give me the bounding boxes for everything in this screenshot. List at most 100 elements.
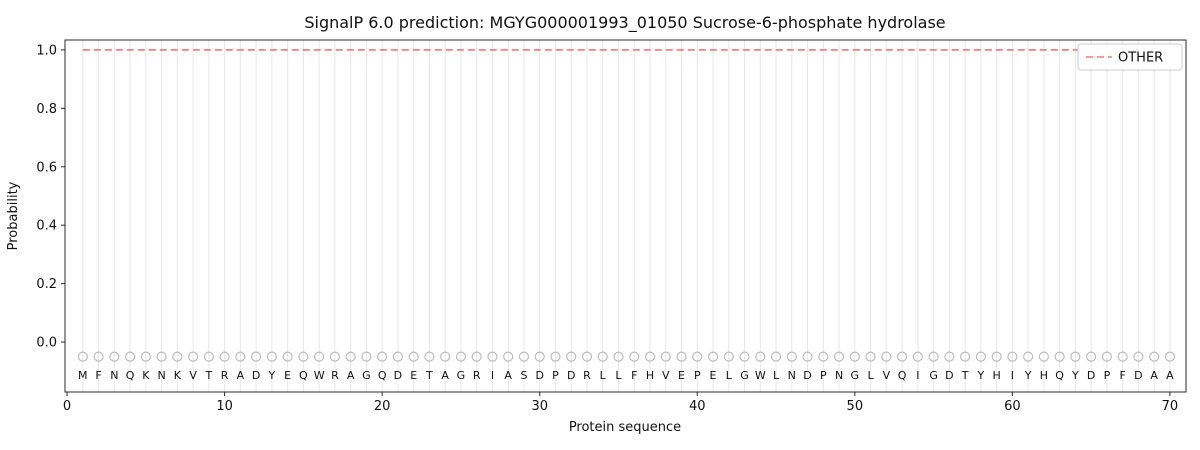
residue-letter: F <box>1119 369 1125 382</box>
residue-marker <box>298 351 309 362</box>
residue-letter: A <box>1150 369 1158 382</box>
residue-letter: R <box>583 369 591 382</box>
y-tick-label: 0.4 <box>36 219 57 234</box>
residue-letter: Q <box>126 369 135 382</box>
residue-marker <box>156 351 167 362</box>
chart-title: SignalP 6.0 prediction: MGYG000001993_01… <box>304 13 945 33</box>
residue-letter: I <box>916 369 919 382</box>
residue-marker <box>1164 351 1176 362</box>
residue-marker <box>455 351 467 362</box>
residue-letter: L <box>868 369 875 382</box>
legend-label-other: OTHER <box>1118 51 1163 66</box>
residue-marker <box>235 351 246 362</box>
residue-marker <box>581 351 593 362</box>
residue-marker <box>629 351 640 362</box>
residue-marker <box>503 351 514 362</box>
residue-marker <box>251 351 262 362</box>
residue-letter: P <box>694 369 701 382</box>
residue-marker <box>408 351 419 362</box>
x-axis-label: Protein sequence <box>569 420 681 435</box>
residue-marker <box>392 351 404 362</box>
residue-letter: L <box>615 369 622 382</box>
residue-letter: G <box>929 369 938 382</box>
residue-marker <box>707 351 719 362</box>
residue-letter: M <box>78 369 88 382</box>
residue-marker <box>676 351 687 362</box>
residue-marker <box>1070 351 1081 362</box>
residue-letter: T <box>425 369 433 382</box>
residue-marker <box>928 351 939 362</box>
residue-letter: A <box>441 369 449 382</box>
residue-letter: P <box>820 369 827 382</box>
residue-marker <box>865 351 876 362</box>
residue-letter: W <box>755 369 766 382</box>
y-axis-label: Probability <box>6 181 21 250</box>
residue-marker <box>833 351 845 362</box>
residue-marker <box>849 351 860 362</box>
residue-letter: D <box>535 369 543 382</box>
residue-marker <box>912 351 923 362</box>
residue-marker <box>739 351 750 362</box>
residue-marker <box>187 351 199 362</box>
residue-marker <box>314 351 325 362</box>
residue-letter: I <box>1011 369 1014 382</box>
residue-marker <box>77 351 88 362</box>
residue-marker <box>424 351 435 362</box>
y-tick-label: 0.6 <box>36 160 57 175</box>
residue-letter: Q <box>1055 369 1064 382</box>
residue-letter: H <box>646 369 654 382</box>
residue-letter: P <box>1104 369 1111 382</box>
residue-marker <box>944 351 955 362</box>
residue-letter: D <box>803 369 811 382</box>
residue-marker <box>345 351 356 362</box>
legend-box <box>1077 43 1183 71</box>
residue-marker <box>1117 351 1128 362</box>
residue-marker <box>1038 351 1049 362</box>
residue-marker <box>692 351 703 362</box>
residue-letter: Y <box>976 369 984 382</box>
residue-marker <box>282 351 293 362</box>
residue-letter: D <box>1087 369 1095 382</box>
residue-marker <box>140 351 151 362</box>
residue-letter: Q <box>378 369 387 382</box>
residue-marker <box>1086 351 1097 362</box>
residue-letter: Y <box>268 369 276 382</box>
residue-letter: L <box>726 369 733 382</box>
residue-letter: N <box>788 369 796 382</box>
residue-letter: L <box>600 369 607 382</box>
residue-letter: Y <box>1071 369 1079 382</box>
residue-letter: N <box>110 369 118 382</box>
residue-letter: E <box>410 369 417 382</box>
residue-letter: D <box>945 369 953 382</box>
residue-letter: F <box>95 369 101 382</box>
residue-letter: A <box>237 369 245 382</box>
residue-marker <box>597 351 608 362</box>
residue-marker <box>975 351 986 362</box>
residue-marker <box>93 351 104 362</box>
residue-marker <box>124 351 136 362</box>
x-tick-label: 70 <box>1162 399 1179 414</box>
residue-marker <box>660 351 671 362</box>
residue-marker <box>755 351 766 362</box>
residue-letter: Q <box>898 369 907 382</box>
y-tick-label: 0.0 <box>36 336 57 351</box>
x-tick-label: 40 <box>689 399 706 414</box>
residue-letter: L <box>773 369 780 382</box>
residue-marker <box>518 351 530 362</box>
residue-letter: V <box>883 369 891 382</box>
axes-and-ticks: 0 10 20 30 40 50 60 70 0.0 0.2 0.4 0.6 0.8 1.0 <box>36 39 1187 414</box>
residue-letter: K <box>142 369 150 382</box>
residue-marker <box>896 351 908 362</box>
legend: OTHER <box>1077 43 1183 71</box>
residue-marker <box>550 351 561 362</box>
y-tick-label: 1.0 <box>36 43 57 58</box>
residue-marker <box>1023 351 1034 362</box>
residue-letter: H <box>992 369 1000 382</box>
residue-marker <box>329 351 340 362</box>
residue-marker <box>723 351 734 362</box>
residue-letter: H <box>1040 369 1048 382</box>
residue-letter: R <box>331 369 339 382</box>
residue-letter: K <box>174 369 182 382</box>
x-tick-label: 10 <box>216 399 233 414</box>
